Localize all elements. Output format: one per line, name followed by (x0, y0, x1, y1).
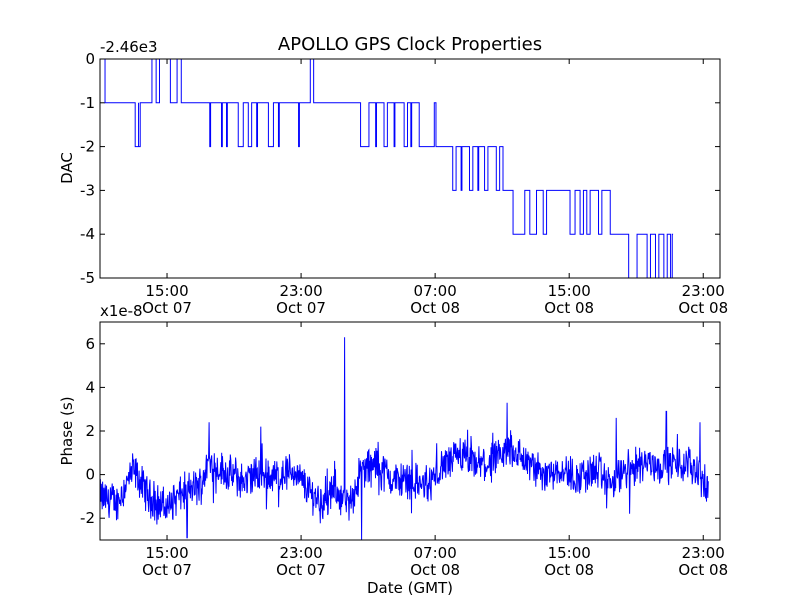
1-xtick-time: 07:00 (414, 544, 457, 562)
1-xtick-date: Oct 07 (276, 561, 326, 579)
0-xtick-time: 23:00 (279, 282, 322, 300)
1-ytick-label: -2 (80, 509, 95, 527)
dac-axes-frame (99, 58, 721, 279)
0-xtick-time: 23:00 (682, 282, 725, 300)
0-ytick-label: -1 (80, 94, 95, 112)
phase-axes-frame (99, 321, 721, 541)
phase-y-axis-label: Phase (s) (58, 396, 76, 465)
1-xtick-time: 23:00 (682, 544, 725, 562)
dac-y-axis-label: DAC (58, 152, 76, 184)
1-ytick-label: 6 (85, 335, 95, 353)
1-xtick-date: Oct 08 (410, 561, 460, 579)
phase-y-ticks: 6 4 2 0 -2 (80, 335, 720, 527)
dac-y-ticks: 0 -1 -2 -3 -4 -5 (80, 50, 720, 287)
0-ytick-label: 0 (85, 50, 95, 68)
0-xtick-date: Oct 07 (276, 299, 326, 317)
1-xtick-time: 15:00 (548, 544, 591, 562)
phase-offset-label: x1e-8 (100, 302, 143, 320)
1-ytick-label: 4 (85, 378, 95, 396)
1-xtick-date: Oct 08 (678, 561, 728, 579)
1-xtick-date: Oct 08 (544, 561, 594, 579)
0-ytick-label: -4 (80, 225, 95, 243)
0-xtick-date: Oct 08 (410, 299, 460, 317)
0-xtick-date: Oct 08 (678, 299, 728, 317)
0-xtick-time: 15:00 (145, 282, 188, 300)
0-ytick-label: -3 (80, 181, 95, 199)
0-xtick-time: 07:00 (414, 282, 457, 300)
phase-x-axis-label: Date (GMT) (367, 579, 453, 597)
dac-offset-label: -2.46e3 (100, 38, 158, 56)
1-ytick-label: 2 (85, 422, 95, 440)
0-ytick-label: -5 (80, 269, 95, 287)
chart-title: APOLLO GPS Clock Properties (278, 34, 542, 55)
1-xtick-time: 23:00 (279, 544, 322, 562)
0-ytick-label: -2 (80, 138, 95, 156)
1-xtick-time: 15:00 (145, 544, 188, 562)
0-xtick-date: Oct 07 (142, 299, 192, 317)
phase-series-line (100, 337, 709, 540)
0-xtick-time: 15:00 (548, 282, 591, 300)
1-ytick-label: 0 (85, 466, 95, 484)
1-xtick-date: Oct 07 (142, 561, 192, 579)
0-xtick-date: Oct 08 (544, 299, 594, 317)
dac-series-line (100, 59, 674, 278)
